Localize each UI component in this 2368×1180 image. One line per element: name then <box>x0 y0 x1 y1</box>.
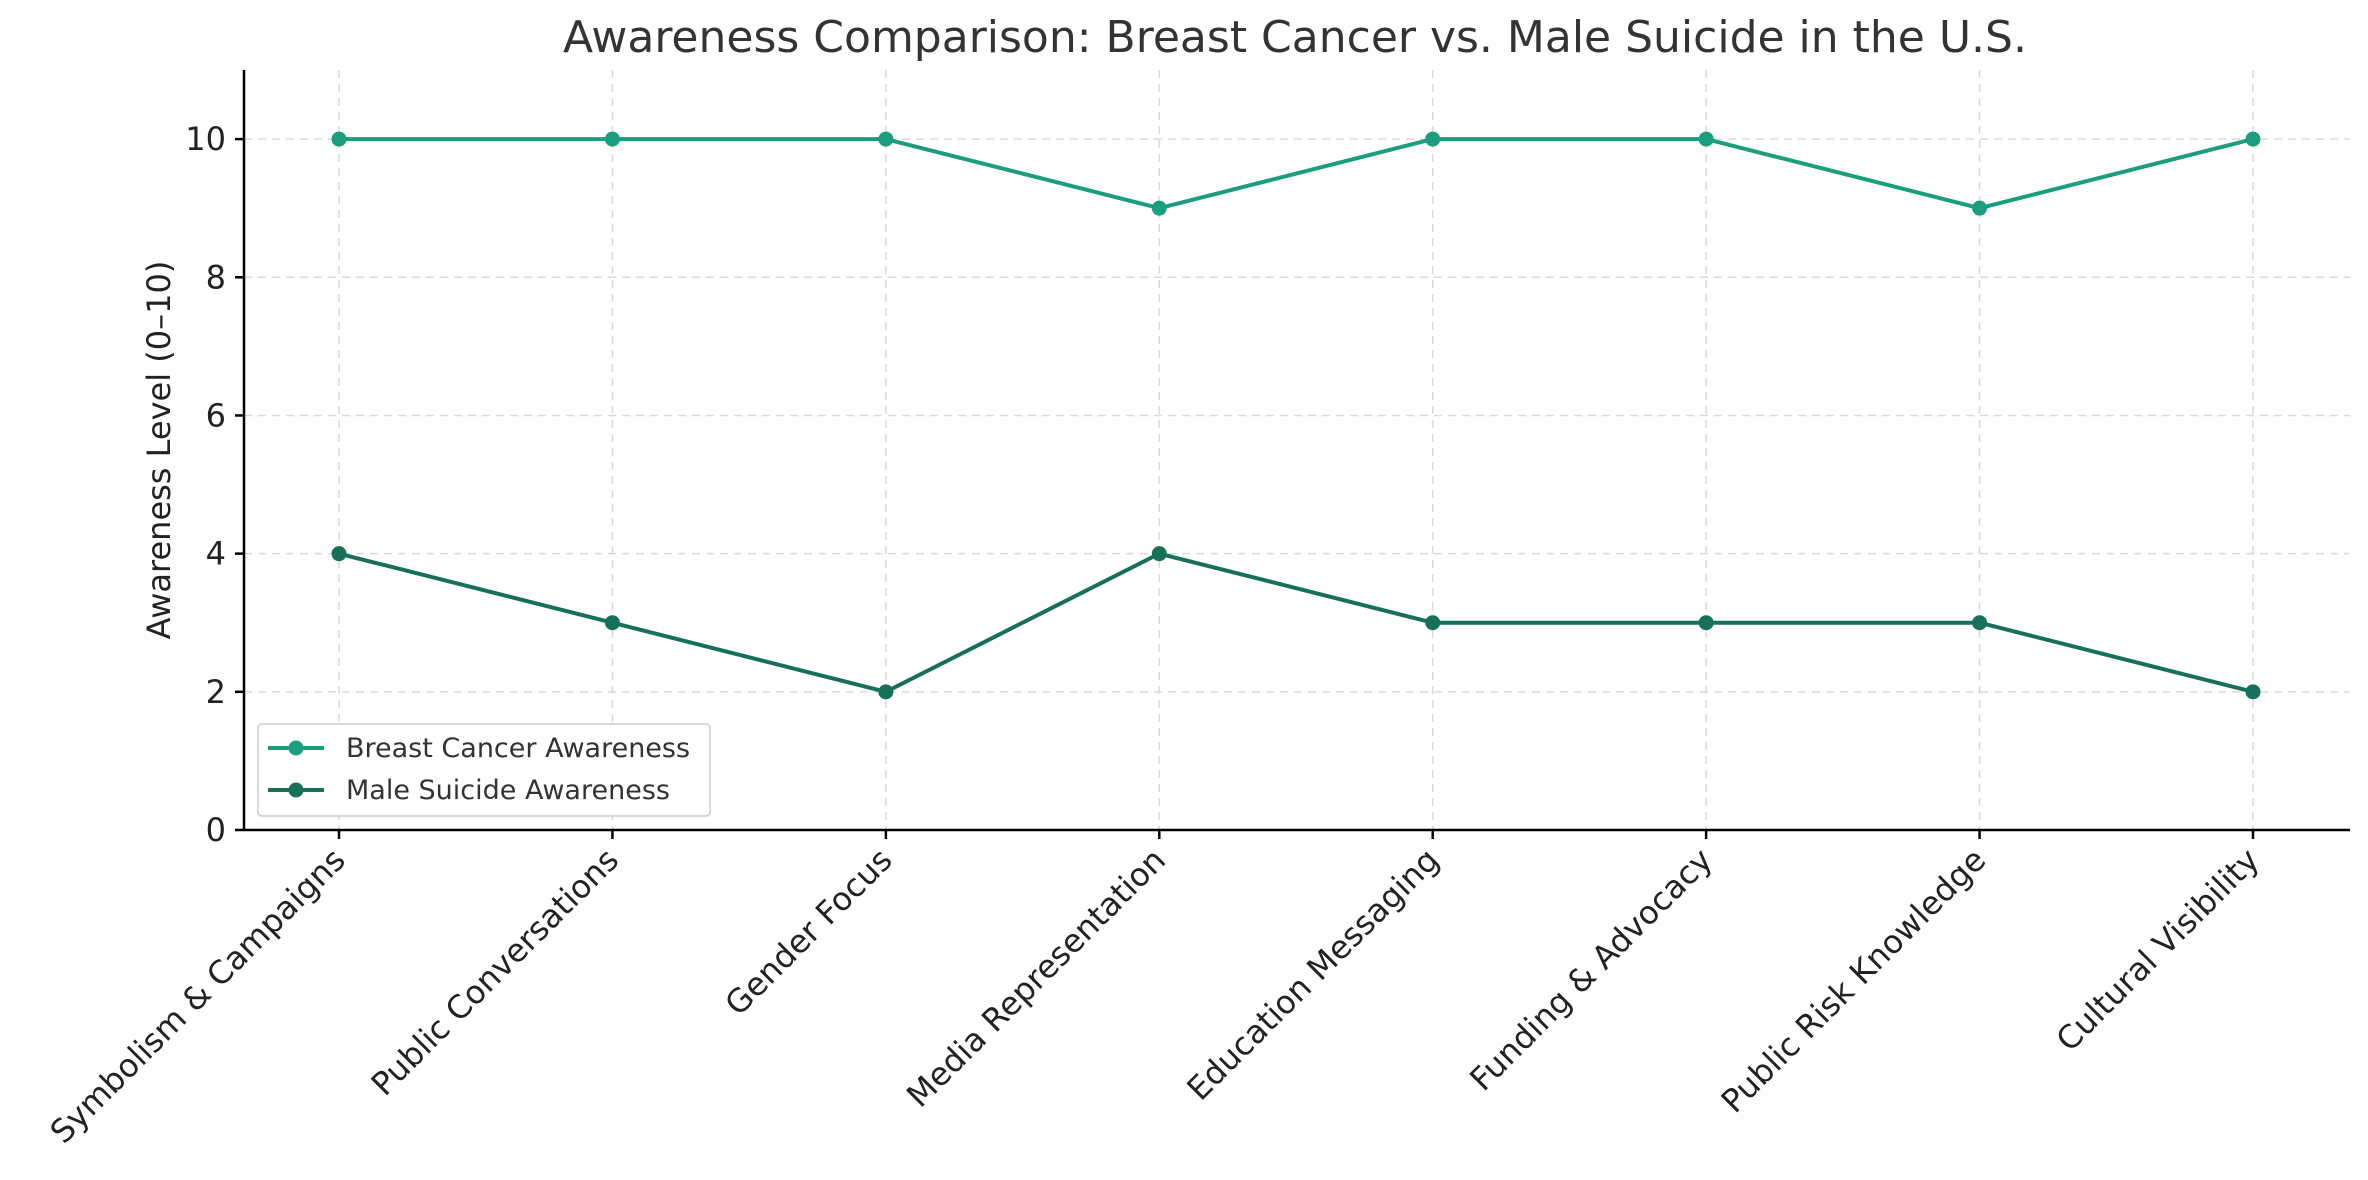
legend-box <box>257 723 711 817</box>
data-point-breast-cancer-awareness <box>331 131 347 147</box>
x-tick-label: Symbolism & Campaigns <box>43 841 353 1151</box>
legend-swatch-marker-male-suicide-awareness <box>288 782 304 798</box>
data-point-male-suicide-awareness <box>1425 615 1441 631</box>
data-point-breast-cancer-awareness <box>1698 131 1714 147</box>
legend: Breast Cancer Awareness Male Suicide Awar… <box>257 723 711 817</box>
data-point-breast-cancer-awareness <box>1151 200 1167 216</box>
series-line-breast-cancer-awareness <box>339 137 2254 211</box>
data-point-breast-cancer-awareness <box>1972 200 1988 216</box>
x-tick-label: Public Conversations <box>364 841 626 1103</box>
x-tick-label: Cultural Visibility <box>2049 841 2267 1059</box>
y-axis-label: Awareness Level (0–10) <box>140 261 178 640</box>
data-point-breast-cancer-awareness <box>1425 131 1441 147</box>
x-tick-label: Education Messaging <box>1179 841 1446 1108</box>
data-point-male-suicide-awareness <box>1972 615 1988 631</box>
data-point-male-suicide-awareness <box>878 684 894 700</box>
x-tick-label: Public Risk Knowledge <box>1714 841 1994 1121</box>
chart-title: Awareness Comparison: Breast Cancer vs. … <box>563 12 2027 63</box>
data-series <box>331 131 2261 700</box>
y-tick-label: 0 <box>206 811 226 849</box>
legend-label-breast-cancer-awareness: Breast Cancer Awareness <box>346 733 690 764</box>
data-point-breast-cancer-awareness <box>878 131 894 147</box>
data-point-breast-cancer-awareness <box>604 131 620 147</box>
y-tick-label: 2 <box>206 673 226 711</box>
data-point-male-suicide-awareness <box>2245 684 2261 700</box>
y-tick-label: 8 <box>206 258 226 296</box>
data-point-breast-cancer-awareness <box>2245 131 2261 147</box>
data-point-male-suicide-awareness <box>1151 546 1167 562</box>
x-tick-label: Media Representation <box>899 841 1173 1115</box>
x-tick-label: Gender Focus <box>717 841 899 1023</box>
data-point-male-suicide-awareness <box>331 546 347 562</box>
x-tick-label: Funding & Advocacy <box>1462 841 1720 1099</box>
legend-label-male-suicide-awareness: Male Suicide Awareness <box>346 775 670 806</box>
y-tick-label: 4 <box>206 535 226 573</box>
y-tick-label: 6 <box>206 396 226 434</box>
y-tick-label: 10 <box>185 120 226 158</box>
axes: 0 2 4 6 8 10 Symbolism & Campaigns Public Conve… <box>43 70 2350 1151</box>
legend-swatch-marker-breast-cancer-awareness <box>288 740 304 756</box>
series-line-male-suicide-awareness <box>338 551 2254 694</box>
data-point-male-suicide-awareness <box>1698 615 1714 631</box>
data-point-male-suicide-awareness <box>604 615 620 631</box>
grid-lines <box>244 70 2350 830</box>
